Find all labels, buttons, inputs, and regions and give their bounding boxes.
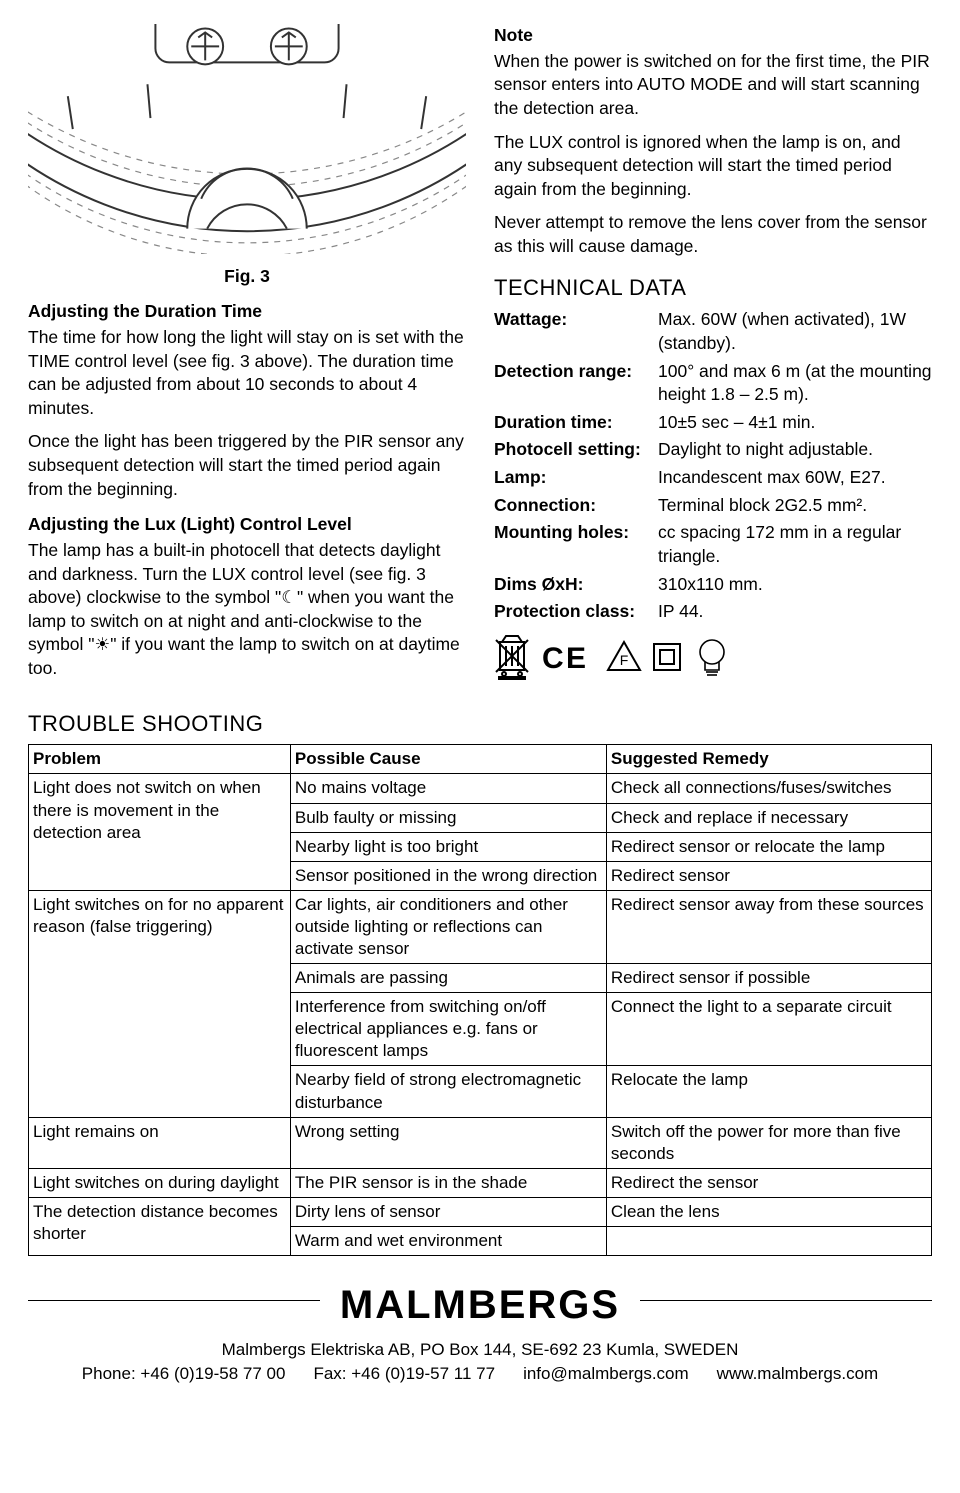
footer-web: www.malmbergs.com — [717, 1362, 879, 1386]
table-header-problem: Problem — [29, 745, 291, 774]
duration-heading: Adjusting the Duration Time — [28, 300, 466, 324]
tech-value: IP 44. — [658, 600, 932, 624]
table-row: Light does not switch on when there is m… — [29, 774, 932, 803]
cell-cause: Bulb faulty or missing — [290, 803, 606, 832]
cell-cause: The PIR sensor is in the shade — [290, 1168, 606, 1197]
table-row: Light switches on during daylightThe PIR… — [29, 1168, 932, 1197]
note-para-2: The LUX control is ignored when the lamp… — [494, 131, 932, 202]
duration-para-2: Once the light has been triggered by the… — [28, 430, 466, 501]
cell-cause: Car lights, air conditioners and other o… — [290, 890, 606, 963]
footer-email: info@malmbergs.com — [523, 1362, 689, 1386]
tech-label: Duration time: — [494, 411, 654, 435]
cell-problem: The detection distance becomes shorter — [29, 1197, 291, 1255]
tech-label: Protection class: — [494, 600, 654, 624]
footer-phone: Phone: +46 (0)19-58 77 00 — [82, 1362, 286, 1386]
troubleshooting-table: Problem Possible Cause Suggested Remedy … — [28, 744, 932, 1256]
tech-label: Detection range: — [494, 360, 654, 407]
tech-label: Photocell setting: — [494, 438, 654, 462]
note-para-3: Never attempt to remove the lens cover f… — [494, 211, 932, 258]
cell-remedy: Redirect sensor or relocate the lamp — [606, 832, 931, 861]
tech-label: Wattage: — [494, 308, 654, 355]
cell-remedy: Clean the lens — [606, 1197, 931, 1226]
weee-icon — [496, 636, 528, 678]
cell-problem: Light remains on — [29, 1117, 291, 1168]
table-header-cause: Possible Cause — [290, 745, 606, 774]
class-2-icon — [654, 644, 680, 670]
tech-value: Daylight to night adjustable. — [658, 438, 932, 462]
cell-remedy: Switch off the power for more than five … — [606, 1117, 931, 1168]
cell-cause: Wrong setting — [290, 1117, 606, 1168]
compliance-icons-row: C E F — [494, 632, 932, 680]
table-row: Light switches on for no apparent reason… — [29, 890, 932, 963]
footer-block: Malmbergs Elektriska AB, PO Box 144, SE-… — [28, 1338, 932, 1386]
two-column-section: TIME LUX Fig. 3 Adjusting the Duration T… — [28, 24, 932, 691]
cell-remedy: Redirect sensor — [606, 861, 931, 890]
ce-icon: C E — [542, 642, 586, 675]
cell-cause: Dirty lens of sensor — [290, 1197, 606, 1226]
tech-label: Connection: — [494, 494, 654, 518]
tech-value: 100° and max 6 m (at the mounting height… — [658, 360, 932, 407]
cell-cause: Warm and wet environment — [290, 1227, 606, 1256]
cell-cause: No mains voltage — [290, 774, 606, 803]
tech-value: Max. 60W (when activated), 1W (standby). — [658, 308, 932, 355]
tech-value: Incandescent max 60W, E27. — [658, 466, 932, 490]
tech-label: Mounting holes: — [494, 521, 654, 568]
tech-value: Terminal block 2G2.5 mm². — [658, 494, 932, 518]
svg-text:C: C — [542, 642, 564, 675]
svg-text:F: F — [620, 652, 629, 668]
brand-section: MALMBERGS Malmbergs Elektriska AB, PO Bo… — [28, 1278, 932, 1386]
cell-cause: Nearby light is too bright — [290, 832, 606, 861]
lux-para: The lamp has a built-in photocell that d… — [28, 539, 466, 681]
table-row: The detection distance becomes shorterDi… — [29, 1197, 932, 1226]
cell-remedy — [606, 1227, 931, 1256]
lux-heading: Adjusting the Lux (Light) Control Level — [28, 513, 466, 537]
brand-logo: MALMBERGS — [340, 1283, 620, 1327]
cell-remedy: Redirect sensor if possible — [606, 964, 931, 993]
cell-cause: Animals are passing — [290, 964, 606, 993]
figure-3-diagram: TIME LUX — [28, 24, 466, 261]
f-mark-icon: F — [608, 642, 640, 670]
sun-icon: ☀ — [95, 634, 111, 654]
note-heading: Note — [494, 24, 932, 48]
tech-value: 310x110 mm. — [658, 573, 932, 597]
cell-problem: Light does not switch on when there is m… — [29, 774, 291, 890]
cell-cause: Sensor positioned in the wrong direction — [290, 861, 606, 890]
footer-fax: Fax: +46 (0)19-57 11 77 — [313, 1362, 495, 1386]
cell-problem: Light switches on for no apparent reason… — [29, 890, 291, 1117]
technical-data-title: TECHNICAL DATA — [494, 273, 932, 303]
figure-caption: Fig. 3 — [28, 265, 466, 289]
table-row: Light remains onWrong settingSwitch off … — [29, 1117, 932, 1168]
technical-data-grid: Wattage:Max. 60W (when activated), 1W (s… — [494, 308, 932, 624]
tech-label: Lamp: — [494, 466, 654, 490]
moon-icon: ☾ — [281, 587, 297, 607]
duration-para-1: The time for how long the light will sta… — [28, 326, 466, 421]
right-column: Note When the power is switched on for t… — [494, 24, 932, 691]
bulb-icon — [700, 640, 724, 675]
footer-address: Malmbergs Elektriska AB, PO Box 144, SE-… — [28, 1338, 932, 1362]
cell-cause: Nearby field of strong electromagnetic d… — [290, 1066, 606, 1117]
cell-remedy: Check all connections/fuses/switches — [606, 774, 931, 803]
cell-problem: Light switches on during daylight — [29, 1168, 291, 1197]
note-para-1: When the power is switched on for the fi… — [494, 50, 932, 121]
cell-remedy: Check and replace if necessary — [606, 803, 931, 832]
table-header-remedy: Suggested Remedy — [606, 745, 931, 774]
cell-remedy: Relocate the lamp — [606, 1066, 931, 1117]
cell-cause: Interference from switching on/off elect… — [290, 993, 606, 1066]
left-column: TIME LUX Fig. 3 Adjusting the Duration T… — [28, 24, 466, 691]
tech-value: 10±5 sec – 4±1 min. — [658, 411, 932, 435]
cell-remedy: Redirect the sensor — [606, 1168, 931, 1197]
tech-label: Dims ØxH: — [494, 573, 654, 597]
cell-remedy: Redirect sensor away from these sources — [606, 890, 931, 963]
tech-value: cc spacing 172 mm in a regular triangle. — [658, 521, 932, 568]
troubleshooting-title: TROUBLE SHOOTING — [28, 709, 932, 739]
svg-text:E: E — [566, 642, 586, 675]
cell-remedy: Connect the light to a separate circuit — [606, 993, 931, 1066]
